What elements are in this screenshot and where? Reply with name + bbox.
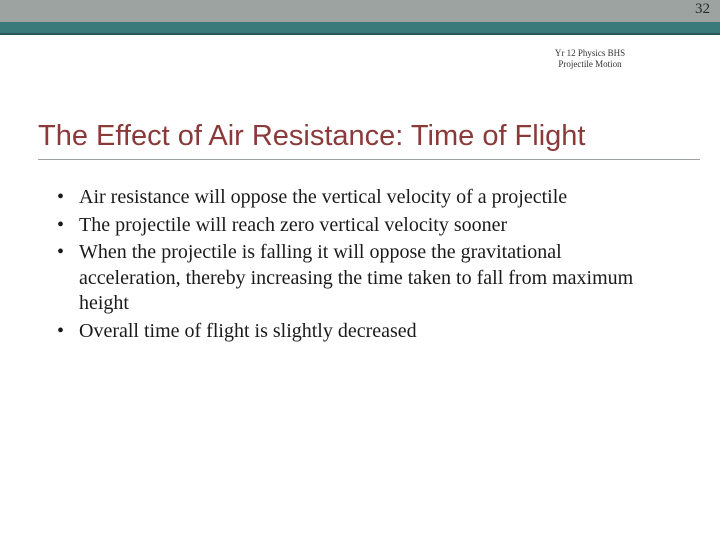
- teal-band: [0, 22, 720, 35]
- course-line-1: Yr 12 Physics BHS: [490, 48, 690, 59]
- top-band: [0, 0, 720, 22]
- slide-body: Air resistance will oppose the vertical …: [55, 185, 665, 347]
- bullet-item: The projectile will reach zero vertical …: [55, 213, 665, 239]
- course-info: Yr 12 Physics BHS Projectile Motion: [490, 48, 690, 70]
- slide: 32 Yr 12 Physics BHS Projectile Motion T…: [0, 0, 720, 540]
- bullet-item: When the projectile is falling it will o…: [55, 240, 665, 317]
- bullet-list: Air resistance will oppose the vertical …: [55, 185, 665, 345]
- slide-title: The Effect of Air Resistance: Time of Fl…: [38, 120, 700, 160]
- bullet-item: Overall time of flight is slightly decre…: [55, 319, 665, 345]
- page-number: 32: [695, 1, 710, 18]
- bullet-item: Air resistance will oppose the vertical …: [55, 185, 665, 211]
- course-line-2: Projectile Motion: [490, 59, 690, 70]
